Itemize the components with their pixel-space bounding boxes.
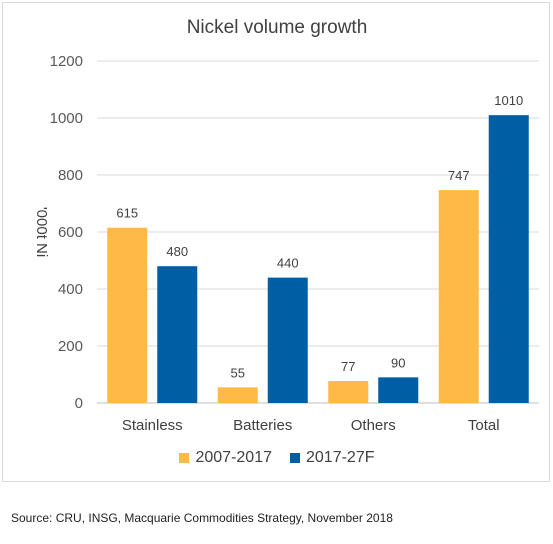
- legend-swatch-2017-27f: [290, 453, 300, 463]
- data-label-batteries-2017-27f: 440: [277, 256, 299, 271]
- bar-others-2017-27f: [378, 377, 419, 403]
- data-label-others-2007-2017: 77: [341, 359, 355, 374]
- data-label-stainless-2017-27f: 480: [166, 244, 188, 259]
- chart-title: Nickel volume growth: [186, 17, 368, 38]
- y-tick-label-600: 600: [58, 224, 83, 241]
- legend: 2007-2017 2017-27F: [3, 449, 551, 467]
- x-tick-label-stainless: Stainless: [122, 417, 183, 434]
- data-label-stainless-2007-2017: 615: [116, 206, 138, 221]
- bar-others-2007-2017: [328, 381, 369, 403]
- bar-batteries-2017-27f: [267, 277, 308, 403]
- legend-swatch-2007-2017: [179, 453, 190, 463]
- y-tick-label-200: 200: [58, 338, 83, 355]
- data-label-others-2017-27f: 90: [391, 355, 405, 370]
- x-tick-label-others: Others: [351, 417, 396, 434]
- y-tick-label-400: 400: [58, 281, 83, 298]
- y-tick-label-800: 800: [58, 167, 83, 184]
- bar-chart: 0 200 400 600 800 1000 1200 '000t Ni 615 480 Stain…: [33, 53, 539, 434]
- bar-batteries-2007-2017: [217, 387, 258, 403]
- legend-label-2007-2017: 2007-2017: [195, 449, 272, 466]
- data-label-total-2017-27f: 1010: [494, 93, 523, 108]
- bar-stainless-2007-2017: [107, 227, 148, 403]
- chart-panel: Nickel volume growth 0 200 400 600 800 1000 12…: [2, 2, 550, 482]
- data-label-batteries-2007-2017: 55: [231, 365, 245, 380]
- legend-label-2017-27f: 2017-27F: [306, 449, 375, 466]
- y-axis-label: '000t Ni: [33, 207, 50, 257]
- source-note: Source: CRU, INSG, Macquarie Commodities…: [11, 511, 393, 525]
- x-tick-label-total: Total: [468, 417, 500, 434]
- bar-total-2017-27f: [488, 115, 529, 404]
- y-tick-label-0: 0: [75, 395, 83, 412]
- bar-stainless-2017-27f: [157, 266, 198, 403]
- legend-item-2017-27f: 2017-27F: [290, 449, 375, 467]
- y-tick-label-1200: 1200: [50, 53, 83, 70]
- legend-item-2007-2017: 2007-2017: [179, 449, 272, 467]
- data-label-total-2007-2017: 747: [448, 168, 470, 183]
- x-tick-label-batteries: Batteries: [233, 417, 292, 434]
- y-tick-label-1000: 1000: [50, 110, 83, 127]
- bar-total-2007-2017: [438, 190, 479, 403]
